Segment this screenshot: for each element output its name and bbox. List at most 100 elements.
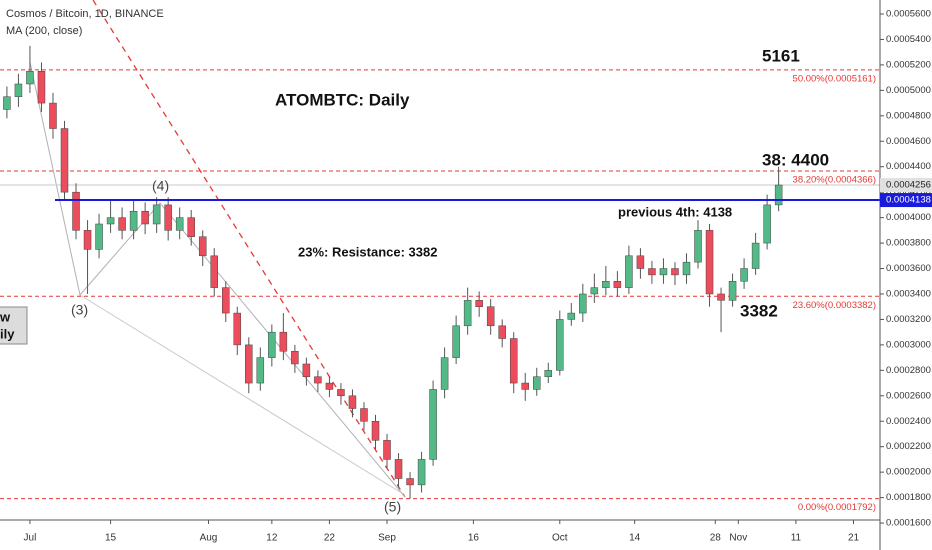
candle-body: [625, 255, 633, 288]
y-tick-label: 0.0002400: [886, 416, 931, 427]
annotation: 23%: Resistance: 3382: [298, 244, 437, 259]
candle-body: [544, 370, 553, 377]
y-tick-label: 0.0005000: [886, 85, 931, 96]
y-tick-label: 0.0003000: [886, 339, 931, 350]
chart-title: Cosmos / Bitcoin, 1D, BINANCE: [6, 8, 164, 20]
y-tick-label: 0.0001600: [886, 518, 931, 529]
candle-body: [72, 191, 80, 231]
wave-channel: [79, 294, 401, 493]
candle-body: [659, 268, 668, 276]
candle-body: [763, 204, 771, 244]
candle-body: [383, 440, 391, 460]
y-tick-label: 0.0002600: [886, 390, 931, 401]
candle-body: [429, 389, 437, 460]
y-tick-label: 0.0005200: [886, 59, 931, 70]
fib-label: 0.00%(0.0001792): [798, 502, 876, 513]
x-tick-label: Nov: [729, 533, 747, 544]
side-box: [0, 306, 28, 345]
candle-body: [751, 242, 760, 269]
annotation: 3382: [740, 301, 778, 320]
x-tick-label: 12: [266, 533, 278, 544]
annotation: (5): [384, 499, 401, 515]
candle-body: [106, 217, 115, 225]
x-tick-label: 16: [468, 533, 480, 544]
candle-body: [475, 300, 483, 307]
y-tick-label: 0.0005600: [886, 9, 931, 20]
x-tick-label: Jul: [24, 533, 37, 544]
candle-body: [602, 281, 610, 288]
candle-body: [717, 293, 725, 301]
candle-body: [337, 389, 345, 397]
candle-body: [60, 128, 69, 193]
candle-body: [567, 312, 576, 320]
x-tick-label: 28: [710, 533, 722, 544]
candle-body: [245, 344, 253, 384]
y-tick-label: 0.0003800: [886, 238, 931, 249]
x-tick-label: 11: [791, 533, 802, 544]
candle-body: [417, 459, 426, 486]
side-box-text: w: [0, 309, 11, 324]
support-tag: [880, 193, 932, 208]
y-tick-label: 0.0004200: [886, 187, 931, 198]
annotation: (4): [152, 178, 169, 194]
candle-body: [636, 255, 645, 269]
candle-body: [302, 363, 311, 377]
annotation: previous 4th: 4138: [618, 204, 732, 219]
candle-body: [164, 204, 172, 231]
candle-body: [26, 71, 34, 85]
candle-body: [360, 408, 368, 422]
candle-body: [579, 293, 587, 314]
x-tick-label: 22: [324, 533, 336, 544]
candle-body: [14, 83, 23, 97]
candle-body: [268, 331, 276, 358]
candle-body: [95, 223, 103, 250]
candle-body: [348, 395, 357, 409]
y-tick-label: 0.0002000: [886, 467, 931, 478]
candle-body: [187, 217, 195, 237]
candle-body: [463, 300, 472, 327]
y-tick-label: 0.0004000: [886, 212, 931, 223]
candle-body: [728, 281, 737, 301]
candle-body: [129, 211, 138, 231]
candle-body: [3, 96, 11, 110]
side-box-text: ily: [0, 326, 15, 341]
candle-body: [256, 357, 265, 384]
y-tick-label: 0.0002200: [886, 441, 931, 452]
candle-body: [141, 211, 149, 225]
candle-body: [521, 382, 529, 390]
annotation: (3): [71, 302, 88, 318]
candle-body: [325, 382, 334, 390]
candle-body: [371, 420, 380, 441]
candle-body: [671, 268, 679, 276]
indicator-label: MA (200, close): [6, 25, 82, 37]
fib-label: 23.60%(0.0003382): [793, 300, 876, 311]
candle-body: [498, 325, 506, 339]
candle-body: [740, 268, 748, 282]
annotation: 38: 4400: [762, 150, 829, 169]
candle-body: [774, 184, 783, 206]
candle-body: [394, 459, 403, 479]
annotation: 5161: [762, 46, 800, 65]
y-tick-label: 0.0004800: [886, 110, 931, 121]
candle-body: [152, 204, 161, 225]
candle-body: [613, 281, 622, 288]
candle-body: [452, 325, 460, 358]
candle-body: [279, 331, 288, 352]
x-tick-label: Aug: [200, 533, 218, 544]
candle-body: [222, 287, 230, 314]
x-tick-label: Oct: [552, 533, 568, 544]
y-tick-label: 0.0003200: [886, 314, 931, 325]
candle-body: [175, 217, 184, 231]
candle-body: [233, 312, 242, 346]
fib-label: 50.00%(0.0005161): [793, 73, 876, 84]
y-tick-label: 0.0004600: [886, 136, 931, 147]
candle-body: [291, 350, 299, 365]
candle-body: [83, 230, 92, 250]
candle-body: [37, 71, 46, 104]
candle-body: [486, 306, 495, 327]
candle-body: [556, 319, 564, 371]
x-tick-label: Sep: [378, 533, 396, 544]
